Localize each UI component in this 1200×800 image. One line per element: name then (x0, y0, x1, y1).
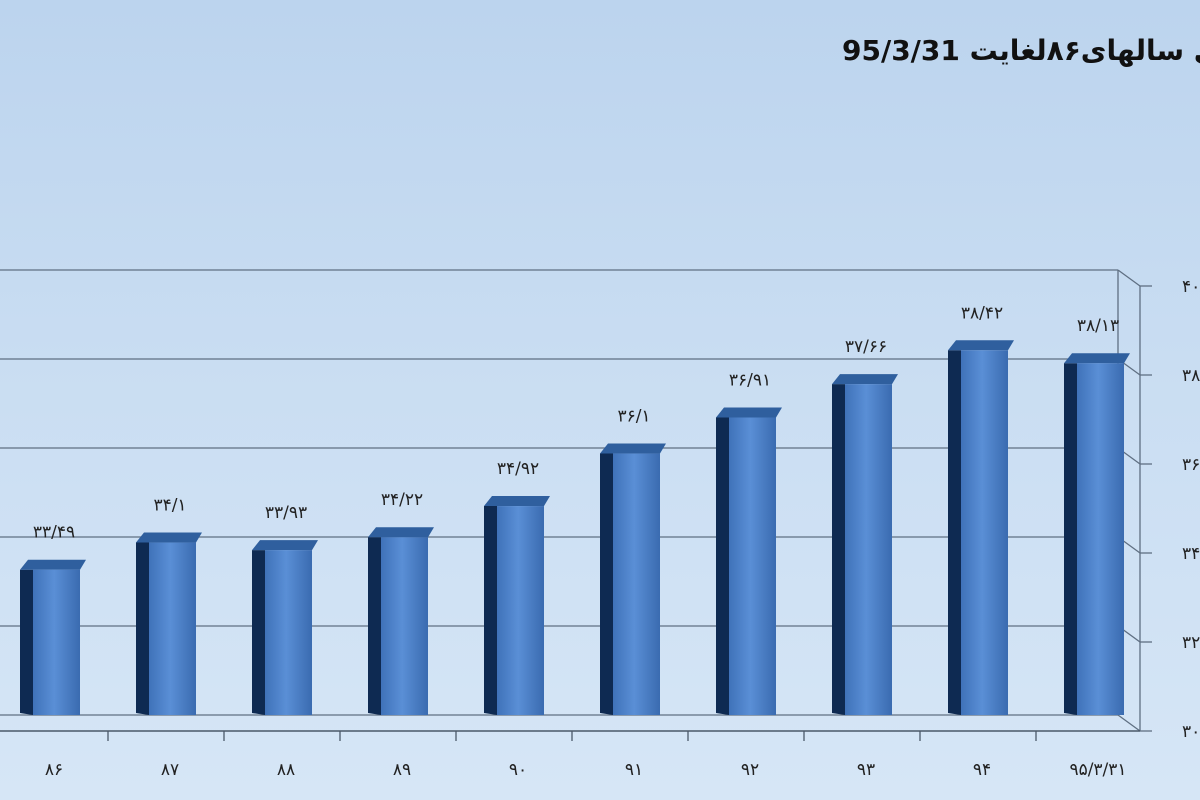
bar-side (484, 506, 497, 715)
bar (368, 527, 434, 715)
bar (948, 340, 1014, 715)
bar-top (484, 496, 550, 507)
bar-top (832, 374, 898, 385)
bar (136, 532, 202, 715)
data-label: ۳۴/۱ (153, 496, 186, 516)
bars (20, 340, 1130, 715)
gridline-depth (1117, 714, 1141, 732)
y-tick-label: ۴۰ (1182, 277, 1200, 297)
bar (20, 559, 86, 715)
data-label: ۳۴/۹۲ (497, 459, 539, 479)
bar-front (845, 384, 892, 715)
x-tick-label: ۹۰ (509, 760, 527, 780)
data-label: ۳۳/۴۹ (33, 523, 75, 543)
y-tick-label: ۳۸ (1182, 366, 1200, 386)
bar-top (252, 540, 318, 551)
bar-front (33, 569, 80, 715)
bar-side (716, 417, 729, 715)
y-axis: ۳۰ ۳۲ ۳۴ ۳۶ ۳۸ ۴۰ (1182, 277, 1200, 742)
bar-top (716, 407, 782, 418)
bar-top (20, 559, 86, 570)
gridline-depth (1117, 269, 1141, 287)
bar (1064, 353, 1130, 715)
x-tick-label: ۸۸ (277, 760, 295, 780)
chart-title: مقایسه ضریب نفوذ تلفن ثابت طی سالهای۸۶لغ… (842, 34, 1200, 67)
bar-side (20, 569, 33, 715)
bar-top (600, 443, 666, 454)
x-tick-label: ۹۱ (625, 760, 643, 780)
bar-front (265, 550, 312, 715)
x-tick-label: ۹۵/۳/۳۱ (1069, 760, 1126, 780)
y-tick-label: ۳۰ (1182, 722, 1200, 742)
y-tick-label: ۳۴ (1182, 544, 1200, 564)
bar-front (381, 537, 428, 715)
bar (600, 443, 666, 715)
data-label: ۳۶/۹۱ (729, 371, 771, 391)
data-label: ۳۶/۱ (617, 407, 650, 427)
x-tick-label: ۹۳ (857, 760, 875, 780)
bar-front (729, 417, 776, 715)
bar-front (497, 506, 544, 715)
bar-side (600, 453, 613, 715)
x-tick-label: ۸۷ (161, 760, 179, 780)
bar (716, 407, 782, 715)
x-tick-label: ۹۴ (973, 760, 991, 780)
x-tick-label: ۹۲ (741, 760, 759, 780)
bar-front (961, 350, 1008, 715)
data-label: ۳۴/۲۲ (381, 490, 423, 510)
bar (484, 496, 550, 715)
bar-side (368, 537, 381, 715)
bar-side (1064, 363, 1077, 715)
data-label: ۳۸/۴۲ (961, 303, 1003, 323)
bar-side (832, 384, 845, 715)
x-axis: ۸۶ ۸۷ ۸۸ ۸۹ ۹۰ ۹۱ ۹۲ ۹۳ ۹۴ ۹۵/۳/۳۱ (0, 730, 1140, 780)
data-label: ۳۷/۶۶ (845, 337, 887, 357)
bar-top (368, 527, 434, 538)
bar-top (136, 532, 202, 543)
x-tick-label: ۸۹ (393, 760, 411, 780)
y-tick-label: ۳۲ (1182, 633, 1200, 653)
data-label: ۳۸/۱۳ (1077, 316, 1119, 336)
bar-top (1064, 353, 1130, 364)
data-labels: ۳۳/۴۹ ۳۴/۱ ۳۳/۹۳ ۳۴/۲۲ ۳۴/۹۲ ۳۶/۱ ۳۶/۹۱ ۳۷/۶۶ ۳۸… (33, 303, 1119, 542)
bar-side (136, 542, 149, 715)
bar (252, 540, 318, 715)
bar-side (252, 550, 265, 715)
bar-front (149, 542, 196, 715)
data-label: ۳۳/۹۳ (265, 503, 307, 523)
bar-front (613, 453, 660, 715)
bar (832, 374, 898, 715)
bar-top (948, 340, 1014, 351)
x-tick-label: ۸۶ (45, 760, 63, 780)
bar-side (948, 350, 961, 715)
bar-front (1077, 363, 1124, 715)
y-tick-label: ۳۶ (1182, 455, 1200, 475)
